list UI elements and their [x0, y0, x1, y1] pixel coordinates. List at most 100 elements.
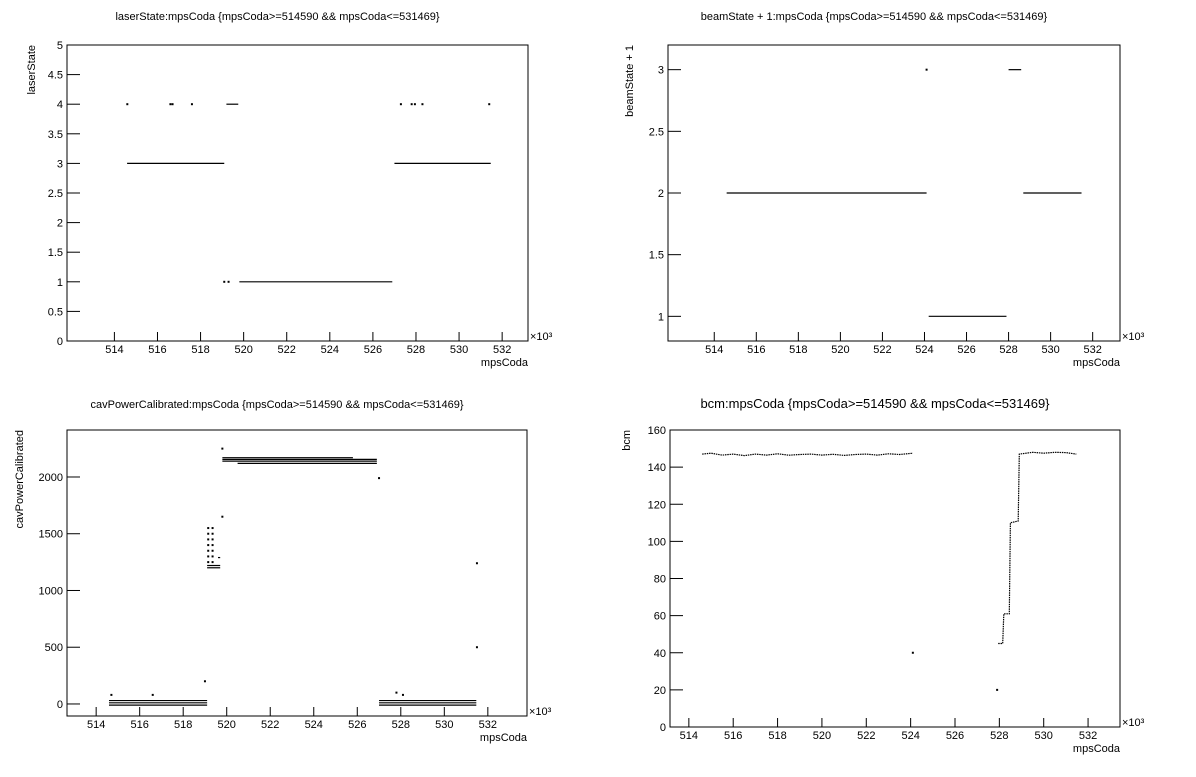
- x-axis-title: mpsCoda: [1073, 357, 1121, 369]
- x-tick-label: 516: [130, 719, 148, 731]
- y-tick-label: 40: [654, 648, 666, 660]
- y-tick-label: 3.5: [48, 129, 63, 141]
- data-point: [211, 555, 214, 558]
- y-axis-title: cavPowerCalibrated: [14, 430, 26, 528]
- x-tick-label: 532: [479, 719, 497, 731]
- x-tick-label: 514: [705, 344, 723, 356]
- x-tick-label: 528: [392, 719, 410, 731]
- y-tick-label: 1.5: [48, 247, 63, 259]
- x-tick-label: 528: [990, 730, 1008, 742]
- x-tick-label: 522: [857, 730, 875, 742]
- x-tick-label: 522: [278, 344, 296, 356]
- data-point: [911, 651, 914, 654]
- x-tick-label: 524: [305, 719, 323, 731]
- data-point: [110, 693, 113, 696]
- data-point: [996, 688, 999, 691]
- y-tick-label: 2.5: [48, 188, 63, 200]
- y-tick-label: 60: [654, 611, 666, 623]
- data-point: [211, 532, 214, 535]
- x-tick-label: 518: [191, 344, 209, 356]
- data-point: [395, 691, 398, 694]
- data-point: [378, 477, 381, 480]
- data-point: [207, 527, 210, 530]
- x-exponent: ×10³: [530, 331, 553, 343]
- y-tick-label: 1.5: [649, 250, 664, 262]
- y-tick-label: 3: [658, 65, 664, 77]
- plot-frame: [66, 429, 528, 717]
- data-point: [925, 68, 928, 71]
- y-tick-label: 140: [648, 462, 666, 474]
- y-tick-label: 0.5: [48, 306, 63, 318]
- x-tick-label: 530: [450, 344, 468, 356]
- x-tick-label: 532: [493, 344, 511, 356]
- plot-frame: [669, 429, 1121, 728]
- x-tick-label: 524: [901, 730, 919, 742]
- x-tick-label: 518: [174, 719, 192, 731]
- x-tick-label: 516: [148, 344, 166, 356]
- x-tick-label: 528: [999, 344, 1017, 356]
- y-tick-label: 2: [57, 218, 63, 230]
- x-tick-label: 520: [218, 719, 236, 731]
- x-tick-label: 530: [1041, 344, 1059, 356]
- data-point: [207, 532, 210, 535]
- x-tick-label: 520: [234, 344, 252, 356]
- data-point: [399, 103, 402, 106]
- y-tick-label: 120: [648, 499, 666, 511]
- data-point: [410, 103, 413, 106]
- y-tick-label: 2: [658, 188, 664, 200]
- plot-frame: [66, 44, 529, 342]
- y-tick-label: 0: [660, 722, 666, 734]
- data-line: [702, 451, 1077, 645]
- data-point: [207, 555, 210, 558]
- y-axis-title: beamState + 1: [624, 45, 636, 117]
- x-tick-label: 520: [831, 344, 849, 356]
- y-tick-label: 100: [648, 536, 666, 548]
- x-tick-label: 526: [957, 344, 975, 356]
- x-tick-label: 530: [435, 719, 453, 731]
- x-tick-label: 522: [261, 719, 279, 731]
- y-tick-label: 1500: [39, 529, 63, 541]
- data-point: [211, 549, 214, 552]
- x-exponent: ×10³: [1122, 331, 1145, 343]
- y-tick-label: 4.5: [48, 70, 63, 82]
- data-point: [207, 538, 210, 541]
- x-tick-label: 522: [873, 344, 891, 356]
- x-tick-label: 518: [789, 344, 807, 356]
- y-tick-label: 1000: [39, 585, 63, 597]
- data-point: [421, 103, 424, 106]
- chart-title: bcm:mpsCoda {mpsCoda>=514590 && mpsCoda<…: [700, 396, 1050, 411]
- x-tick-label: 520: [813, 730, 831, 742]
- x-tick-label: 514: [87, 719, 105, 731]
- x-tick-label: 516: [724, 730, 742, 742]
- x-tick-label: 532: [1079, 730, 1097, 742]
- x-tick-label: 526: [348, 719, 366, 731]
- data-point: [227, 280, 230, 283]
- chart-title: cavPowerCalibrated:mpsCoda {mpsCoda>=514…: [90, 399, 463, 411]
- y-tick-label: 20: [654, 685, 666, 697]
- data-point: [203, 680, 206, 683]
- data-point: [401, 693, 404, 696]
- data-point: [413, 103, 416, 106]
- y-axis-title: bcm: [621, 430, 633, 451]
- data-point: [207, 544, 210, 547]
- data-point: [126, 103, 129, 106]
- x-exponent: ×10³: [1122, 717, 1145, 729]
- y-tick-label: 80: [654, 574, 666, 586]
- x-tick-label: 526: [364, 344, 382, 356]
- x-tick-label: 516: [747, 344, 765, 356]
- y-tick-label: 2000: [39, 472, 63, 484]
- x-tick-label: 526: [946, 730, 964, 742]
- data-point: [207, 561, 210, 564]
- x-tick-label: 524: [915, 344, 933, 356]
- x-tick-label: 524: [321, 344, 339, 356]
- data-point: [475, 646, 478, 649]
- x-exponent: ×10³: [529, 706, 552, 718]
- chart-title: laserState:mpsCoda {mpsCoda>=514590 && m…: [115, 11, 439, 23]
- data-point: [169, 103, 172, 106]
- data-point: [171, 103, 174, 106]
- x-tick-label: 514: [680, 730, 698, 742]
- data-point: [151, 693, 154, 696]
- y-tick-label: 1: [658, 311, 664, 323]
- data-point: [190, 103, 193, 106]
